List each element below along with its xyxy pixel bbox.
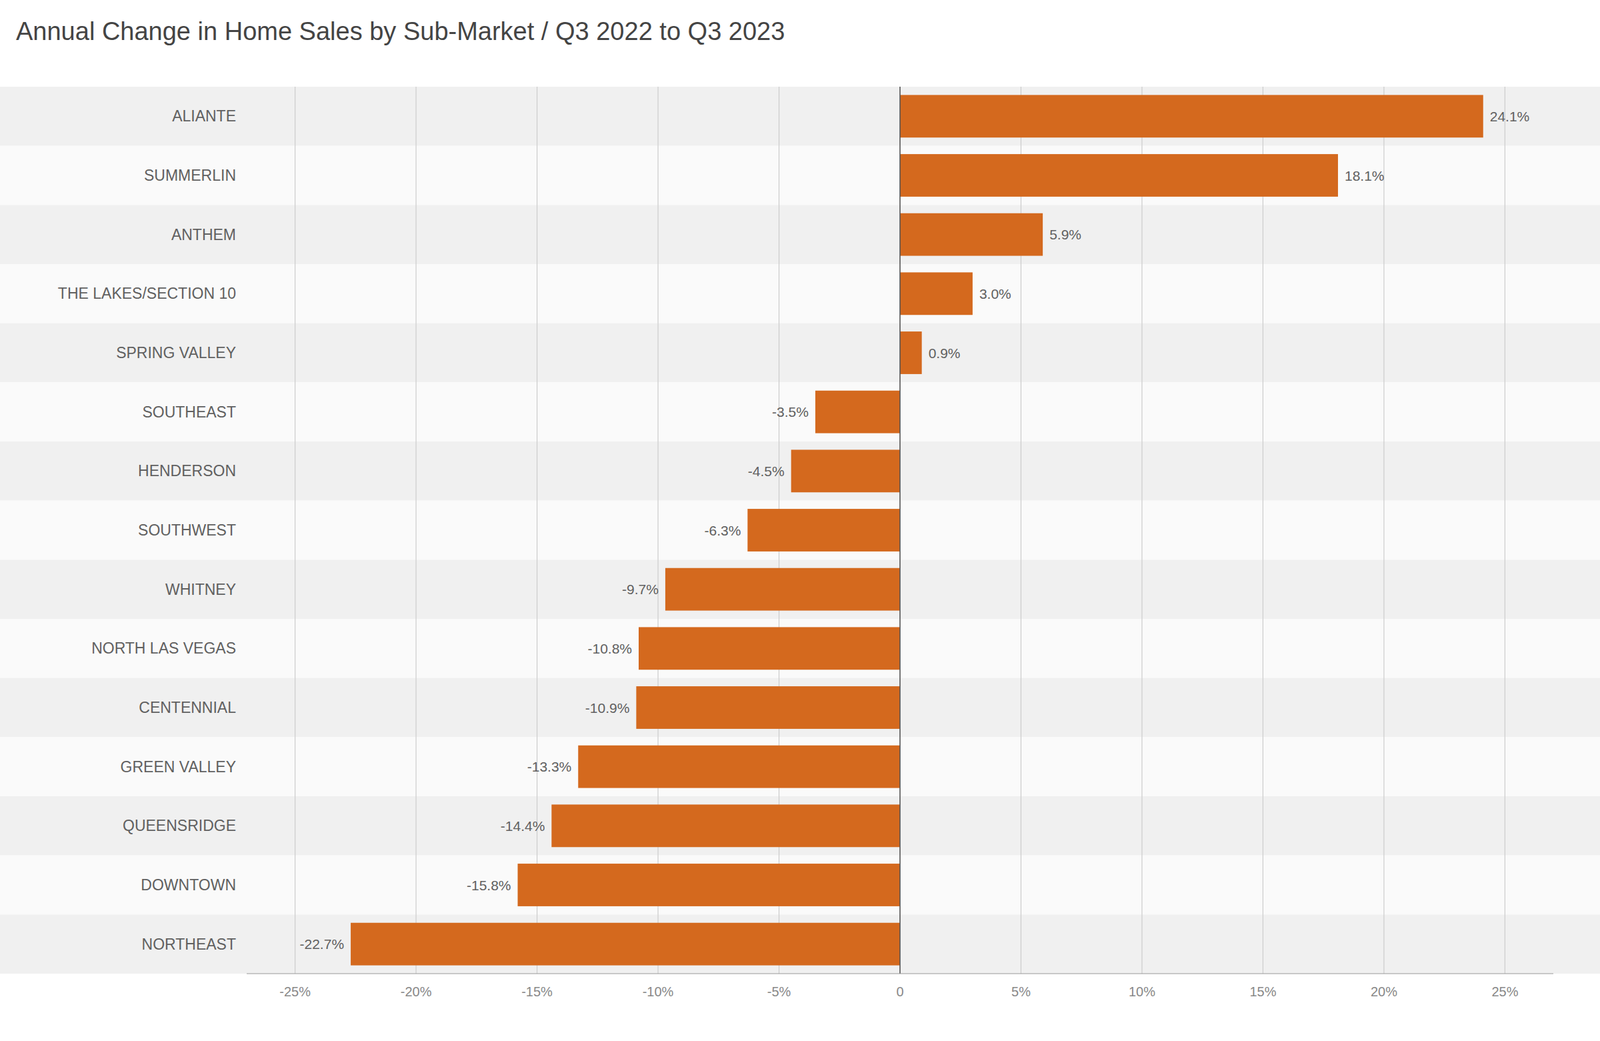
- data-label: 3.0%: [979, 286, 1012, 302]
- data-label: 5.9%: [1049, 226, 1082, 242]
- bar: [518, 863, 900, 906]
- category-label: ANTHEM: [171, 226, 236, 244]
- bar: [350, 922, 900, 966]
- row-band: [0, 86, 1600, 146]
- bar: [791, 449, 900, 492]
- data-label: -6.3%: [704, 522, 741, 538]
- title: Annual Change in Home Sales by Sub-Marke…: [16, 17, 785, 46]
- row-band: [0, 736, 1600, 796]
- grid: [295, 86, 1506, 974]
- category-label: SUMMERLIN: [144, 166, 236, 184]
- category-label: SOUTHWEST: [138, 521, 236, 539]
- bar: [900, 154, 1338, 197]
- x-tick-label: -10%: [642, 984, 674, 999]
- data-label: -15.8%: [466, 877, 512, 893]
- x-tick-label: 20%: [1370, 984, 1398, 999]
- category-label: ALIANTE: [172, 107, 236, 125]
- category-label: SPRING VALLEY: [116, 344, 236, 362]
- row-band: [0, 500, 1600, 560]
- row-band: [0, 264, 1600, 324]
- background: [0, 0, 1600, 1041]
- x-tick-label: -5%: [767, 984, 792, 999]
- row-band: [0, 855, 1600, 915]
- bar: [551, 804, 900, 847]
- x-tick-label: -25%: [279, 984, 311, 999]
- bar: [636, 686, 900, 729]
- bars: [350, 94, 1484, 965]
- bar: [900, 94, 1484, 138]
- bar: [900, 272, 973, 315]
- grid-line: [1141, 86, 1142, 974]
- bar: [665, 568, 900, 611]
- category-label: NORTHEAST: [142, 935, 236, 953]
- row-band: [0, 382, 1600, 442]
- x-tick-labels: -25% -20% -15% -10% -5% 0 5% 10% 15% 20% 25%: [279, 984, 1518, 999]
- data-label: 0.9%: [928, 345, 961, 361]
- data-label: -4.5%: [748, 463, 785, 479]
- bar: [900, 213, 1043, 256]
- category-label: THE LAKES/SECTION 10: [58, 284, 236, 302]
- category-label: DOWNTOWN: [140, 876, 236, 894]
- data-label: 24.1%: [1490, 108, 1530, 124]
- data-label: -14.4%: [500, 818, 546, 834]
- x-tick-label: -15%: [521, 984, 553, 999]
- x-tick-label: 15%: [1249, 984, 1276, 999]
- x-tick-label: 25%: [1491, 984, 1518, 999]
- data-label: -3.5%: [772, 404, 809, 420]
- row-band: [0, 914, 1600, 974]
- x-axis-line: [246, 973, 1554, 974]
- y-tick-labels: ALIANTE SUMMERLIN ANTHEM THE LAKES/SECTION …: [58, 107, 236, 952]
- row-band: [0, 204, 1600, 264]
- category-label: HENDERSON: [138, 462, 236, 480]
- x-tick-label: -20%: [400, 984, 432, 999]
- x-tick-label: 10%: [1128, 984, 1156, 999]
- row-band: [0, 441, 1600, 501]
- data-label: -10.9%: [585, 700, 630, 716]
- bar: [578, 745, 900, 788]
- row-bands: [0, 86, 1600, 974]
- row-band: [0, 618, 1600, 678]
- data-label: -10.8%: [587, 640, 632, 656]
- bar: [815, 390, 900, 434]
- data-label: -13.3%: [527, 758, 572, 774]
- row-band: [0, 559, 1600, 619]
- data-label: -22.7%: [300, 936, 345, 952]
- grid-line: [1383, 86, 1384, 974]
- grid-line: [1504, 86, 1506, 974]
- data-label: -9.7%: [622, 581, 659, 597]
- grid-line: [415, 86, 416, 974]
- data-labels: 24.1% 18.1% 5.9% 3.0% 0.9% -3.5% -4.5% -6.3% -9.…: [300, 108, 1530, 952]
- category-label: QUEENSRIDGE: [122, 816, 236, 834]
- category-label: NORTH LAS VEGAS: [91, 639, 236, 657]
- grid-line: [1262, 86, 1264, 974]
- row-band: [0, 678, 1600, 738]
- data-label: 18.1%: [1344, 168, 1385, 184]
- grid-line: [536, 86, 538, 974]
- bar: [638, 626, 900, 670]
- category-label: GREEN VALLEY: [120, 758, 236, 776]
- category-label: SOUTHEAST: [142, 403, 236, 421]
- chart: Annual Change in Home Sales by Sub-Marke…: [0, 0, 1600, 1041]
- category-label: CENTENNIAL: [138, 698, 236, 716]
- bar: [900, 331, 922, 374]
- zero-line: [899, 86, 901, 974]
- category-label: WHITNEY: [165, 580, 236, 598]
- bar: [747, 508, 900, 552]
- row-band: [0, 146, 1600, 206]
- x-tick-label: 5%: [1011, 984, 1031, 999]
- row-band: [0, 323, 1600, 383]
- grid-line: [294, 86, 296, 974]
- row-band: [0, 796, 1600, 856]
- x-tick-label: 0: [896, 984, 904, 999]
